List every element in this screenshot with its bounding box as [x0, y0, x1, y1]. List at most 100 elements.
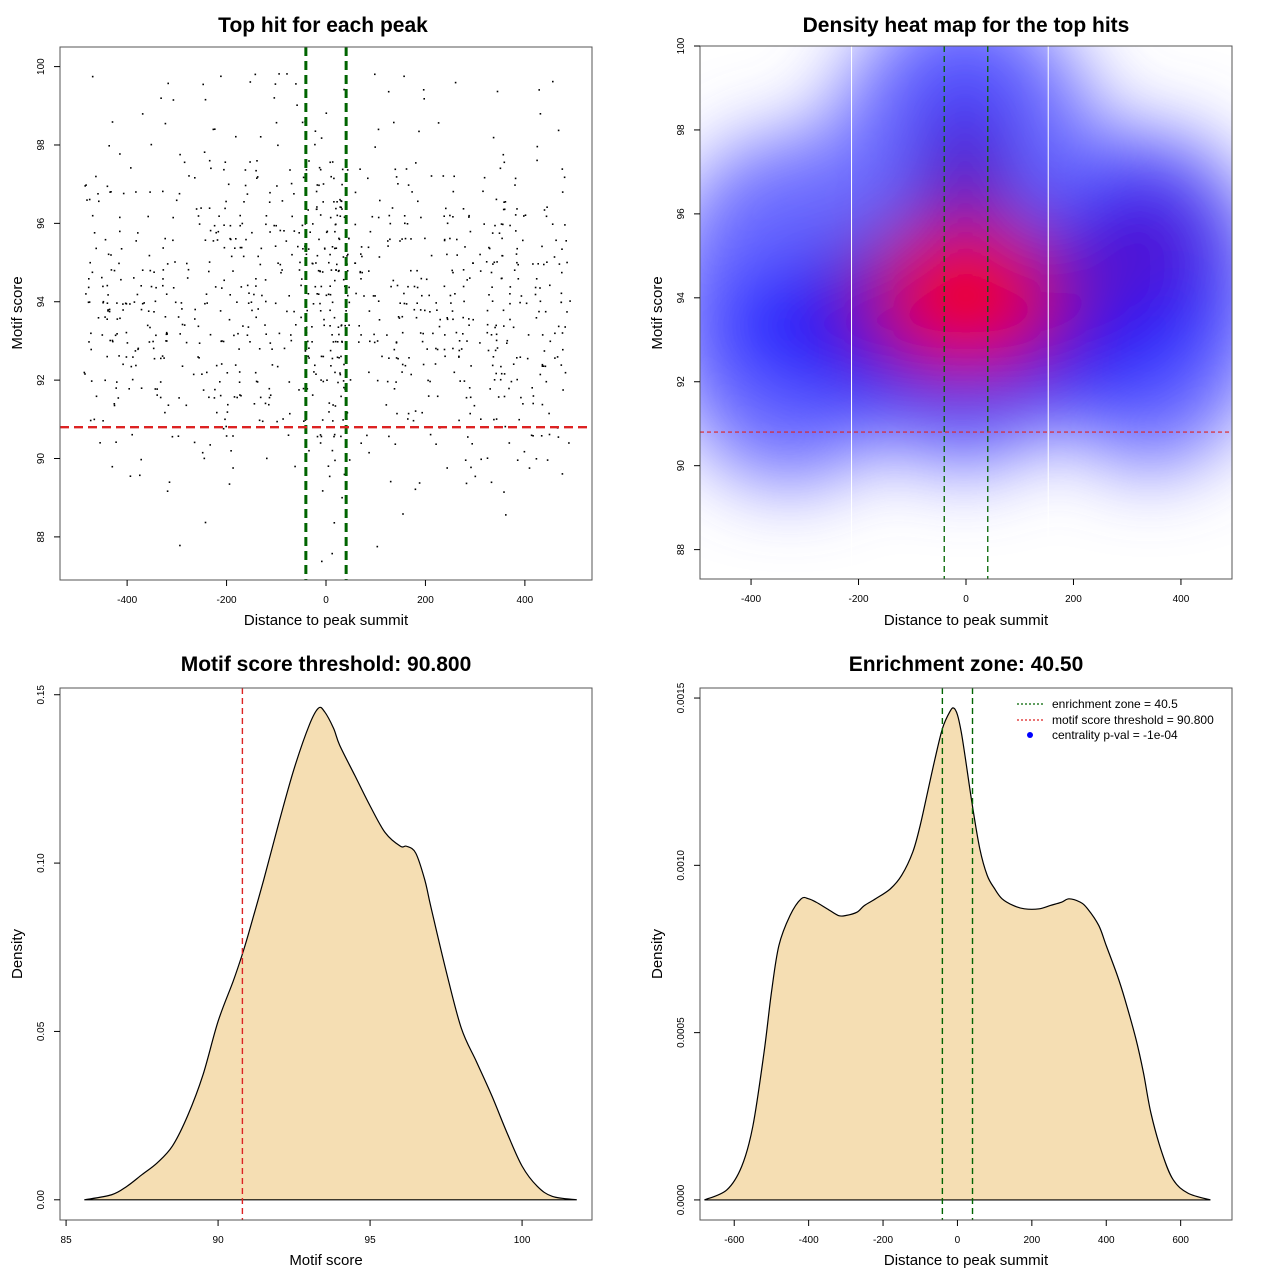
- scatter-xtick-label: 400: [517, 595, 534, 606]
- scatter-point: [83, 371, 86, 374]
- scatter-point: [107, 310, 109, 312]
- scatter-point: [258, 348, 261, 350]
- scatter-point: [88, 278, 90, 280]
- scatter-point: [454, 293, 456, 295]
- scatter-point: [556, 356, 559, 358]
- scatter-point: [468, 387, 471, 389]
- scatter-point: [271, 364, 274, 366]
- scatter-point: [112, 340, 114, 343]
- scatter-point: [180, 302, 183, 304]
- scatter-point: [561, 271, 563, 274]
- scatter-point: [91, 75, 94, 78]
- scatter-point: [568, 442, 570, 444]
- scatter-point: [503, 201, 505, 203]
- scatter-point: [164, 237, 166, 240]
- scatter-point: [153, 271, 155, 273]
- legend-swatch-pval: [1027, 732, 1033, 738]
- scatter-point: [376, 545, 379, 548]
- heatmap-ytick-label: 98: [676, 124, 687, 136]
- scatter-point: [399, 302, 401, 304]
- scatter-point: [369, 340, 371, 343]
- scatter-point: [125, 356, 128, 358]
- scatter-point: [141, 269, 144, 271]
- scatter-point: [539, 113, 542, 115]
- scatter-point: [368, 451, 370, 454]
- scatter-point: [221, 340, 223, 342]
- scatter-point: [228, 318, 231, 321]
- scatter-point: [217, 230, 220, 233]
- scatter-point: [181, 308, 183, 310]
- scatter-point: [251, 309, 253, 312]
- scatter-point: [338, 238, 341, 241]
- scatter-point: [205, 293, 208, 295]
- scatter-point: [471, 443, 473, 445]
- scatter-point: [492, 136, 495, 139]
- scatter-point: [195, 208, 198, 210]
- scatter-point: [564, 371, 567, 374]
- scatter-point: [510, 380, 513, 383]
- scatter-xtick-label: 200: [417, 595, 434, 606]
- scatter-point: [360, 246, 363, 248]
- scatter-point: [225, 200, 227, 203]
- scatter-point: [327, 465, 330, 467]
- scatter-point: [565, 240, 567, 242]
- scatter-point: [181, 365, 184, 367]
- heatmap-xtick-label: 200: [1065, 594, 1082, 605]
- scatter-point: [347, 294, 349, 297]
- scatter-point: [557, 436, 560, 438]
- scatter-point: [422, 332, 424, 335]
- scatter-point: [410, 238, 412, 240]
- scatter-point: [551, 223, 554, 225]
- scatter-point: [255, 169, 257, 172]
- scatter-point: [269, 191, 271, 194]
- scatter-point: [462, 269, 465, 271]
- heatmap-ylabel: Motif score: [649, 276, 666, 349]
- scatter-point: [133, 301, 136, 303]
- scatter-point: [265, 333, 267, 335]
- score-density-xtick-label: 95: [365, 1235, 377, 1246]
- scatter-point: [194, 308, 196, 311]
- scatter-point: [331, 449, 334, 452]
- scatter-point: [233, 396, 236, 398]
- scatter-point: [302, 248, 304, 250]
- scatter-point: [279, 229, 282, 232]
- scatter-point: [435, 443, 437, 445]
- scatter-point: [134, 350, 137, 352]
- scatter-point: [348, 301, 351, 304]
- scatter-point: [395, 381, 397, 383]
- scatter-point: [168, 481, 171, 483]
- scatter-point: [116, 302, 118, 304]
- scatter-point: [294, 465, 296, 468]
- scatter-point: [432, 332, 434, 335]
- scatter-point: [377, 128, 380, 131]
- scatter-point: [443, 239, 446, 242]
- scatter-point: [336, 201, 338, 203]
- scatter-point: [216, 239, 219, 241]
- scatter-point: [354, 191, 357, 194]
- scatter-point: [301, 121, 304, 124]
- scatter-point: [183, 161, 186, 164]
- scatter-point: [394, 443, 397, 445]
- scatter-point: [492, 263, 494, 265]
- scatter-point: [514, 214, 517, 216]
- scatter-point: [561, 248, 563, 250]
- scatter-point: [109, 339, 111, 342]
- scatter-point: [429, 433, 432, 436]
- scatter-point: [162, 278, 164, 280]
- distance-density-area: [704, 707, 1211, 1200]
- scatter-point: [119, 153, 121, 155]
- scatter-point: [88, 341, 90, 343]
- scatter-point: [425, 278, 428, 281]
- scatter-point: [503, 325, 505, 327]
- scatter-point: [106, 355, 108, 358]
- scatter-point: [552, 80, 554, 83]
- scatter-point: [460, 348, 463, 350]
- scatter-point: [505, 514, 507, 516]
- scatter-point: [323, 318, 325, 321]
- scatter-point: [230, 255, 233, 258]
- scatter-point: [452, 318, 454, 321]
- scatter-point: [330, 269, 333, 271]
- scatter-point: [450, 302, 452, 304]
- scatter-point: [519, 356, 522, 358]
- scatter-point: [486, 331, 489, 334]
